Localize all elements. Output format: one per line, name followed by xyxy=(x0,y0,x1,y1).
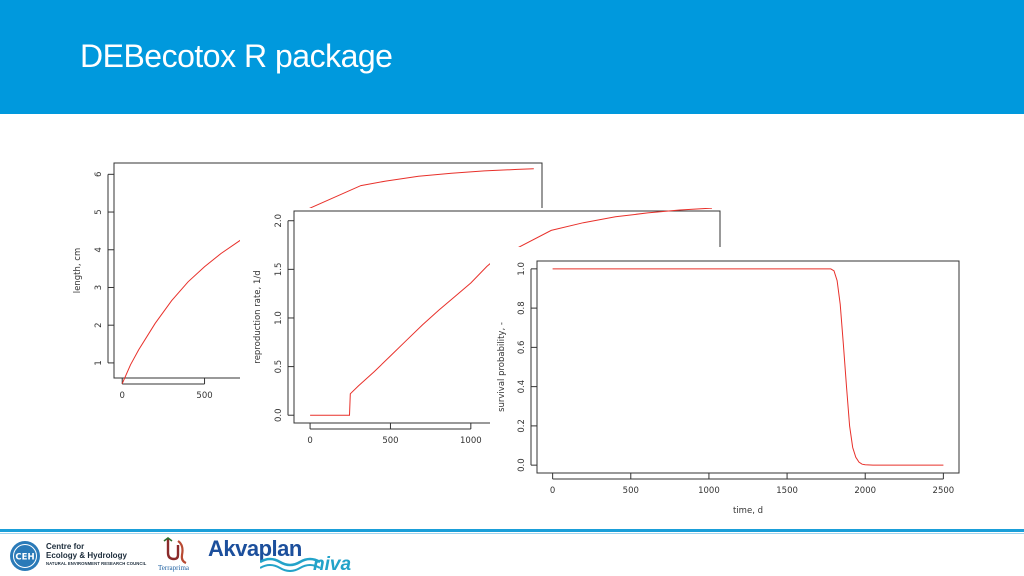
x-tick-label: 1000 xyxy=(698,486,720,496)
akvaplan-niva-logo: Akvaplan niva xyxy=(208,536,353,576)
y-tick-label: 1.5 xyxy=(274,263,284,277)
y-tick-label: 0.2 xyxy=(517,419,527,433)
ceh-line1: Centre for xyxy=(46,542,85,551)
niva-wordmark: niva xyxy=(313,554,352,575)
y-tick-label: 0.6 xyxy=(517,341,527,355)
y-axis-label: length, cm xyxy=(73,248,83,293)
x-tick-label: 0 xyxy=(120,391,125,401)
x-tick-label: 500 xyxy=(382,436,398,446)
y-tick-label: 2 xyxy=(94,322,104,327)
series-line xyxy=(121,168,534,384)
terraprima-logo: Terraprima xyxy=(158,535,198,575)
wave-icon xyxy=(260,557,321,572)
y-tick-label: 2.0 xyxy=(274,214,284,228)
footer-logos: CEH Centre for Ecology & Hydrology NATUR… xyxy=(0,534,1024,576)
ceh-badge-icon: CEH xyxy=(10,541,40,571)
y-tick-label: 1.0 xyxy=(517,262,527,276)
x-tick-label: 1000 xyxy=(460,436,482,446)
y-tick-label: 0.4 xyxy=(517,380,527,394)
ceh-line3: NATURAL ENVIRONMENT RESEARCH COUNCIL xyxy=(46,561,147,566)
y-tick-label: 1.0 xyxy=(274,311,284,325)
x-axis-label: time, d xyxy=(733,506,763,516)
y-tick-label: 6 xyxy=(94,172,104,177)
slide-header: DEBecotox R package xyxy=(0,0,1024,114)
y-tick-label: 5 xyxy=(94,209,104,214)
slide-title: DEBecotox R package xyxy=(80,38,393,74)
x-tick-label: 2000 xyxy=(854,486,876,496)
y-tick-label: 0.8 xyxy=(517,301,527,315)
ceh-logo: CEH Centre for Ecology & Hydrology NATUR… xyxy=(8,539,148,573)
y-tick-label: 0.0 xyxy=(517,458,527,472)
plot-frame xyxy=(536,260,960,474)
y-axis-label: survival probability, - xyxy=(497,322,507,412)
survival-chart-panel: 0.0 0.2 0.4 0.6 0.8 1.0 0 500 1000 1500 2000 2500 su… xyxy=(490,247,974,525)
x-tick-label: 0 xyxy=(307,436,312,446)
y-tick-label: 3 xyxy=(94,285,104,290)
footer-rule-thin xyxy=(0,533,1024,534)
y-tick-label: 0.5 xyxy=(274,360,284,374)
ceh-badge-text: CEH xyxy=(15,553,34,563)
y-tick-label: 1 xyxy=(94,360,104,365)
x-tick-label: 2500 xyxy=(933,486,955,496)
y-tick-label: 4 xyxy=(94,247,104,252)
x-tick-label: 1500 xyxy=(776,486,798,496)
x-tick-label: 500 xyxy=(196,391,212,401)
series-line xyxy=(552,268,944,466)
y-tick-label: 0.0 xyxy=(274,408,284,422)
ceh-line2: Ecology & Hydrology xyxy=(46,551,127,560)
terraprima-label: Terraprima xyxy=(158,564,189,572)
survival-chart: 0.0 0.2 0.4 0.6 0.8 1.0 0 500 1000 1500 2000 2500 su… xyxy=(497,260,960,516)
x-tick-label: 0 xyxy=(550,486,555,496)
akvaplan-wordmark: Akvaplan xyxy=(208,536,302,561)
terraprima-icon xyxy=(163,537,187,565)
series-line xyxy=(310,208,713,416)
y-axis-label: reproduction rate, 1/d xyxy=(253,270,263,363)
x-tick-label: 500 xyxy=(623,486,639,496)
footer-rule-thick xyxy=(0,529,1024,532)
